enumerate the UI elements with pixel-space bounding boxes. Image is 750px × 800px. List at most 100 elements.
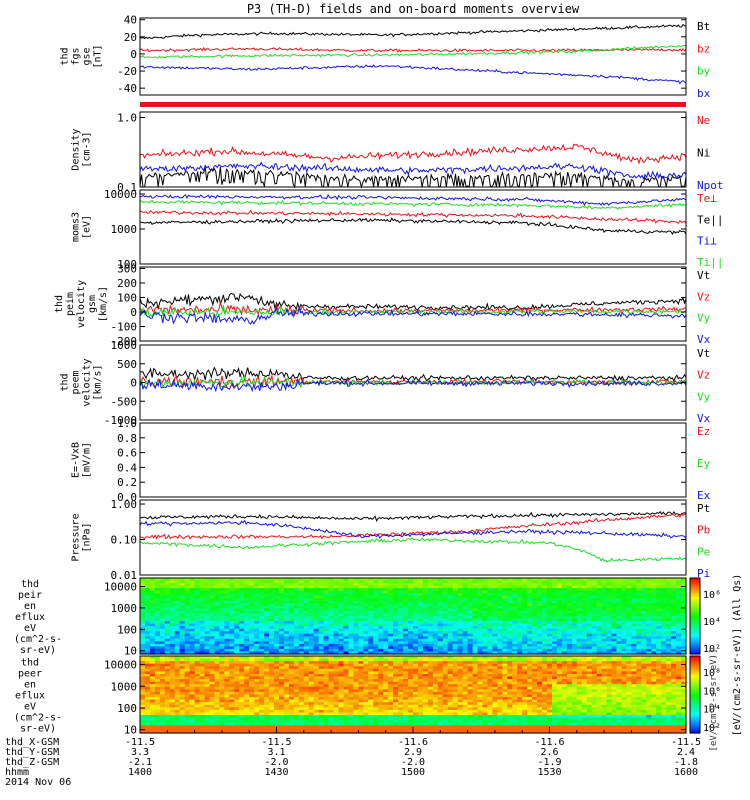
- spectrogram-cell: [189, 646, 196, 650]
- spectrogram-cell: [581, 631, 588, 635]
- spectrogram-cell: [507, 595, 513, 599]
- spectrogram-cell: [482, 651, 489, 655]
- spectrogram-cell: [293, 691, 300, 696]
- spectrogram-cell: [596, 580, 603, 584]
- spectrogram-cell: [234, 689, 240, 693]
- spectrogram-cell: [214, 666, 221, 670]
- spectrogram-cell: [442, 638, 449, 642]
- spectrogram-cell: [288, 697, 295, 701]
- spectrogram-cell: [477, 600, 484, 604]
- spectrogram-cell: [303, 727, 310, 732]
- spectrogram-cell: [363, 666, 369, 670]
- spectrogram-cell: [621, 608, 628, 612]
- spectrogram-cell: [532, 595, 538, 599]
- spectrogram-cell: [571, 605, 578, 609]
- legend-Pt: Pt: [697, 502, 710, 515]
- spectrogram-cell: [532, 608, 538, 612]
- spectrogram-cell: [561, 651, 568, 655]
- spectrogram-cell: [348, 631, 355, 635]
- spectrogram-cell: [288, 590, 295, 594]
- spectrogram-cell: [487, 633, 494, 637]
- spectrogram-cell: [194, 603, 201, 607]
- spectrogram-cell: [348, 595, 355, 599]
- spectrogram-cell: [487, 603, 494, 607]
- spectrogram-cell: [646, 623, 652, 627]
- spectrogram-cell: [413, 641, 419, 645]
- spectrogram-cell: [239, 605, 245, 609]
- spectrogram-cell: [537, 633, 543, 637]
- spectrogram-cell: [149, 676, 156, 680]
- spectrogram-cell: [363, 598, 369, 602]
- spectrogram-cell: [259, 616, 265, 620]
- spectrogram-cell: [437, 588, 444, 592]
- spectrogram-cell: [552, 648, 558, 652]
- spectrogram-cell: [482, 638, 489, 642]
- spectrogram-cell: [229, 686, 235, 690]
- spectrogram-cell: [432, 608, 439, 612]
- colorbar-cell: [690, 579, 700, 583]
- spectrogram-cell: [209, 663, 216, 667]
- spectrogram-cell: [581, 578, 588, 582]
- spectrogram-cell: [313, 661, 320, 665]
- spectrogram-cell: [313, 605, 320, 609]
- spectrogram-cell: [681, 638, 687, 642]
- spectrogram-cell: [656, 595, 662, 599]
- spectrogram-cell: [219, 671, 225, 675]
- spectrogram-cell: [323, 605, 330, 609]
- spectrogram-cell: [442, 583, 449, 587]
- spectrogram-cell: [140, 717, 146, 721]
- spectrogram-cell: [661, 608, 667, 612]
- spectrogram-cell: [194, 608, 201, 612]
- spectrogram-cell: [274, 621, 280, 625]
- spectrogram-cell: [184, 715, 191, 719]
- spectrogram-cell: [199, 666, 206, 670]
- spectrogram-cell: [303, 679, 310, 683]
- spectrogram-cell: [239, 593, 245, 597]
- spectrogram-cell: [328, 610, 335, 614]
- spectrogram-cell: [239, 580, 245, 584]
- spectrogram-cell: [179, 583, 186, 587]
- spectrogram-cell: [457, 623, 464, 627]
- spectrogram-cell: [348, 628, 355, 632]
- spectrogram-cell: [159, 712, 166, 716]
- spectrogram-cell: [254, 671, 260, 675]
- spectrogram-cell: [517, 608, 523, 612]
- spectrogram-cell: [671, 610, 677, 614]
- spectrogram-cell: [611, 623, 618, 627]
- spectrogram-cell: [194, 621, 201, 625]
- spectrogram-cell: [666, 610, 672, 614]
- spectrogram-cell: [239, 674, 245, 678]
- spectrogram-cell: [502, 608, 508, 612]
- spectrogram-cell: [159, 666, 166, 670]
- spectrogram-cell: [189, 626, 196, 630]
- spectrogram-cell: [199, 626, 206, 630]
- spectrogram-cell: [274, 722, 280, 726]
- spectrogram-cell: [517, 636, 523, 640]
- spectrogram-cell: [497, 628, 503, 632]
- spectrogram-cell: [432, 651, 439, 655]
- spectrogram-cell: [338, 585, 345, 589]
- spectrogram-cell: [378, 661, 384, 665]
- spectrogram-cell: [368, 613, 374, 617]
- spectrogram-cell: [308, 727, 315, 732]
- spectrogram-cell: [571, 600, 578, 604]
- spectrogram-cell: [576, 616, 583, 620]
- spectrogram-cell: [413, 590, 419, 594]
- spectrogram-cell: [611, 643, 618, 647]
- spectrogram-cell: [179, 595, 186, 599]
- spectrogram-cell: [298, 631, 305, 635]
- spectrogram-cell: [333, 648, 340, 652]
- spectrogram-cell: [631, 600, 637, 604]
- spectrogram-cell: [462, 605, 469, 609]
- spectrogram-cell: [234, 631, 240, 635]
- spectrogram-cell: [338, 605, 345, 609]
- spectrogram-cell: [497, 610, 503, 614]
- spectrogram-cell: [398, 613, 404, 617]
- spectrogram-cell: [348, 593, 355, 597]
- spectrogram-cell: [353, 676, 359, 680]
- spectrogram-cell: [442, 590, 449, 594]
- spectrogram-cell: [259, 656, 265, 660]
- spectrogram-cell: [219, 666, 225, 670]
- spectrogram-cell: [482, 583, 489, 587]
- spectrogram-cell: [616, 618, 623, 622]
